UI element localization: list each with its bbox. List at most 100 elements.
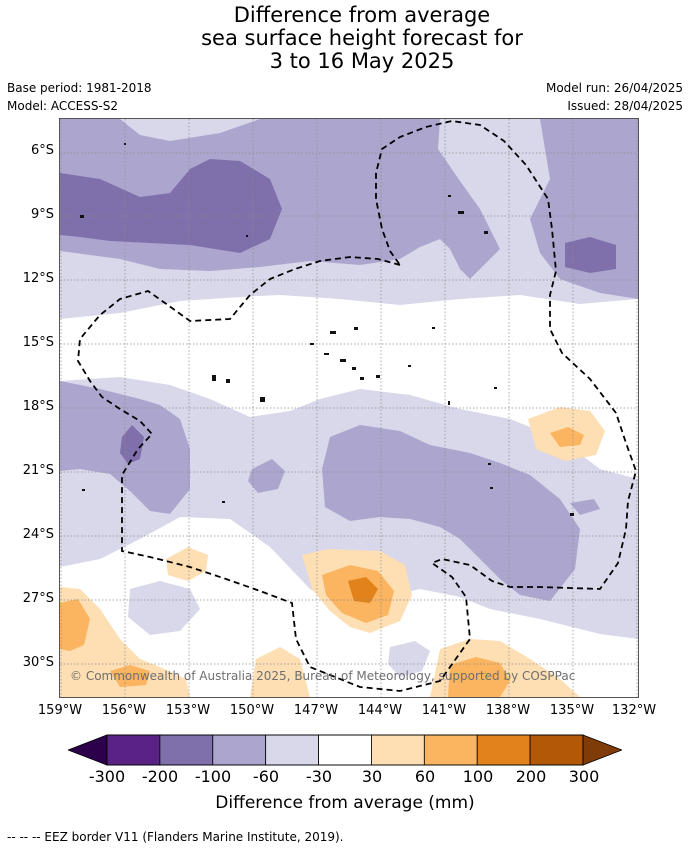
title-line-1: Difference from average: [233, 3, 491, 27]
lon-label: 153°W: [165, 703, 211, 718]
colorbar-high-extend: [582, 734, 622, 766]
colorbar-title: Difference from average (mm): [215, 793, 475, 813]
lon-label: 141°W: [421, 703, 467, 718]
anomaly-region-dark: [60, 159, 282, 253]
eez-border: [77, 120, 637, 692]
colorbar-low-extend: [68, 734, 108, 766]
anomaly-region-light: [128, 581, 200, 635]
colorbar-swatch: [159, 734, 214, 766]
issued-date: Issued: 28/04/2025: [567, 99, 683, 113]
meta-left: Base period: 1981-2018 Model: ACCESS-S2: [7, 79, 152, 115]
island: [458, 211, 464, 214]
colorbar-label: 60: [414, 767, 436, 786]
island: [246, 235, 248, 237]
lat-label: 15°S: [22, 335, 54, 350]
anomaly-region-medium: [248, 459, 285, 493]
colorbar-swatch: [476, 734, 531, 766]
island: [494, 387, 497, 389]
island: [260, 397, 265, 402]
anomaly-region-medium: [570, 499, 600, 515]
anomaly-region-warm-light: [166, 547, 208, 581]
lon-label: 156°W: [101, 703, 147, 718]
lon-label: 159°W: [37, 703, 83, 718]
colorbar-swatches: [106, 734, 584, 766]
island: [324, 353, 329, 355]
model-run: Model run: 26/04/2025: [545, 81, 683, 95]
lon-label: 132°W: [611, 703, 657, 718]
anomaly-region-warm-mid: [550, 427, 584, 447]
lat-label: 9°S: [30, 207, 54, 222]
anomaly-region-warm-mid: [60, 599, 90, 651]
island: [124, 143, 126, 145]
colorbar-label: -100: [194, 767, 232, 786]
title-line-3: 3 to 16 May 2025: [269, 49, 455, 73]
lat-label: 12°S: [22, 271, 54, 286]
model-name: Model: ACCESS-S2: [7, 99, 119, 113]
lat-label: 21°S: [22, 463, 54, 478]
eez-legend-note: -- -- -- EEZ border V11 (Flanders Marine…: [7, 830, 344, 844]
island: [310, 343, 314, 345]
island: [354, 327, 358, 330]
lat-label: 24°S: [22, 527, 54, 542]
colorbar-swatch: [423, 734, 478, 766]
colorbar-label: -60: [252, 767, 280, 786]
colorbar-swatch: [212, 734, 267, 766]
colorbar-swatch: [318, 734, 372, 766]
colorbar-label: -200: [141, 767, 179, 786]
lon-label: 150°W: [229, 703, 275, 718]
anomaly-region-warm-mid: [448, 657, 510, 697]
colorbar-swatch: [265, 734, 319, 766]
island: [360, 377, 364, 380]
anomaly-region-dark: [120, 425, 144, 464]
copyright-credit: © Commonwealth of Australia 2025, Bureau…: [70, 669, 576, 683]
map-canvas: [60, 119, 638, 697]
colorbar-label: -30: [305, 767, 333, 786]
map-title: Difference from average sea surface heig…: [0, 4, 690, 73]
island: [432, 327, 435, 329]
colorbar-label: 30: [361, 767, 383, 786]
anomaly-region-warm-light: [60, 587, 190, 697]
colorbar-swatch: [529, 734, 584, 766]
island: [408, 365, 411, 367]
lon-label: 138°W: [485, 703, 531, 718]
island: [484, 231, 488, 234]
anomaly-region-warm-light: [250, 647, 310, 697]
colorbar: [68, 734, 622, 766]
island: [490, 487, 493, 489]
island: [80, 215, 84, 218]
lon-label: 144°W: [357, 703, 403, 718]
base-period: Base period: 1981-2018: [7, 81, 152, 95]
title-line-2: sea surface height forecast for: [201, 26, 523, 50]
anomaly-region-dark: [565, 237, 616, 273]
colorbar-label: 100: [462, 767, 494, 786]
island: [82, 489, 85, 491]
island: [352, 367, 356, 370]
lat-label: 30°S: [22, 655, 54, 670]
island: [330, 331, 336, 334]
island: [448, 401, 450, 405]
islands: [80, 143, 574, 516]
island: [226, 379, 230, 383]
anomaly-region-warm-mid: [110, 665, 150, 687]
colorbar-label: 300: [568, 767, 600, 786]
lat-label: 27°S: [22, 591, 54, 606]
colorbar-frame: [106, 734, 584, 766]
island: [488, 463, 491, 465]
anomaly-region-medium: [322, 425, 580, 601]
sea-level-map: [59, 118, 639, 698]
island: [570, 513, 574, 516]
meta-right: Model run: 26/04/2025 Issued: 28/04/2025: [546, 79, 683, 115]
island: [212, 375, 216, 381]
lon-label: 147°W: [293, 703, 339, 718]
island: [448, 195, 451, 197]
lat-label: 18°S: [22, 399, 54, 414]
colorbar-swatch: [371, 734, 425, 766]
lon-label: 135°W: [549, 703, 595, 718]
colorbar-label: -300: [88, 767, 126, 786]
island: [340, 359, 346, 362]
island: [376, 375, 380, 378]
lat-label: 6°S: [30, 143, 54, 158]
colorbar-label: 200: [515, 767, 547, 786]
anomaly-region-warm-dark: [348, 577, 378, 603]
colorbar-swatch: [106, 734, 161, 766]
